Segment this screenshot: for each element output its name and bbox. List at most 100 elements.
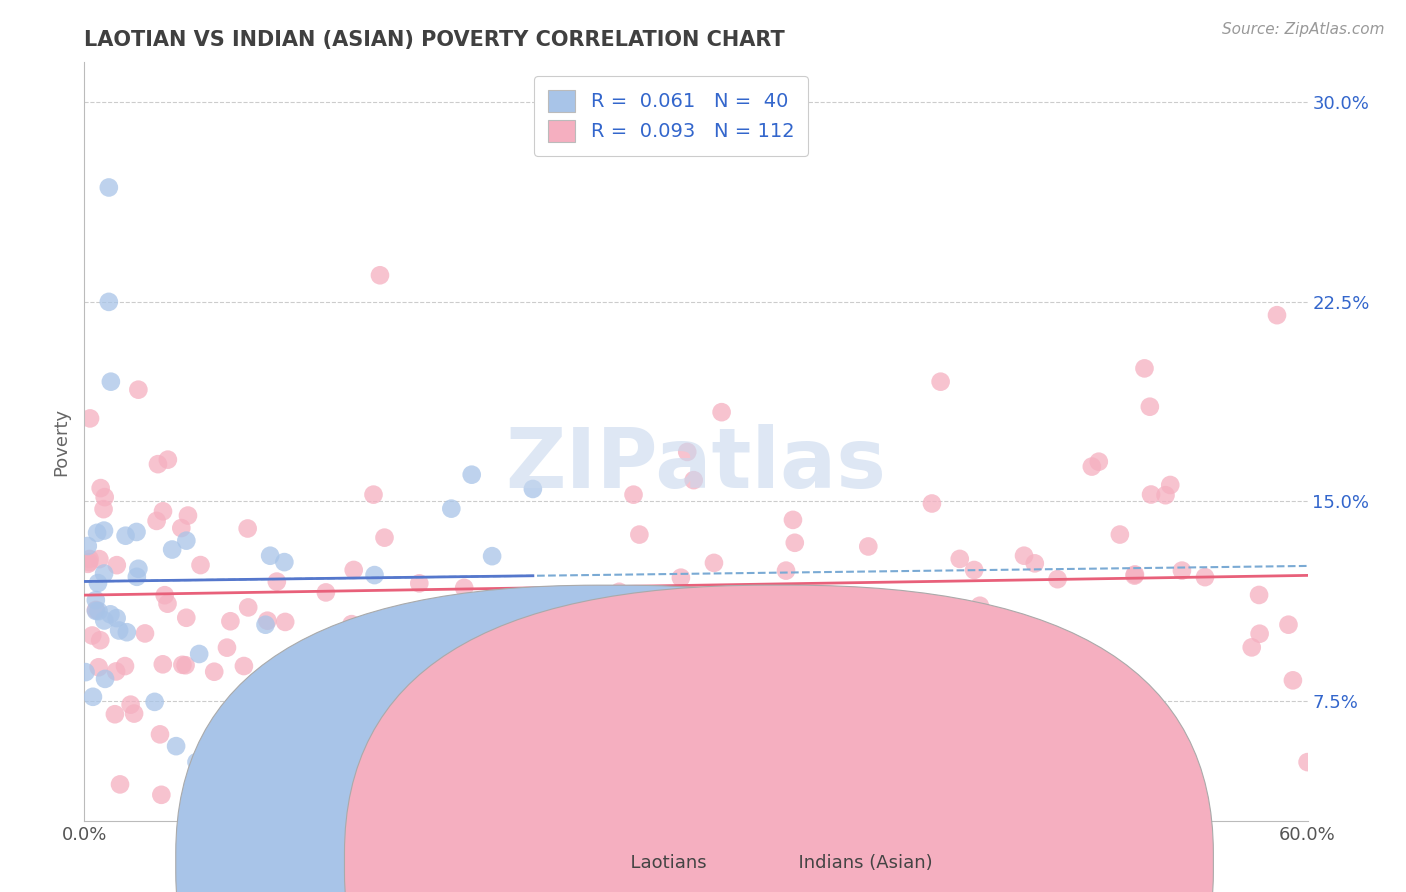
Point <box>983 669 1005 683</box>
Point <box>340 617 363 632</box>
Point <box>97 294 120 309</box>
Point <box>152 504 174 518</box>
Point <box>1277 617 1299 632</box>
Point <box>505 621 527 635</box>
Point <box>273 555 295 569</box>
Point <box>108 777 131 791</box>
Point <box>93 490 115 504</box>
Point <box>87 576 110 591</box>
Point <box>929 375 952 389</box>
Point <box>84 604 107 618</box>
Point <box>1296 755 1319 769</box>
Point <box>97 180 120 194</box>
Point <box>94 672 117 686</box>
Point <box>453 665 475 679</box>
Point <box>453 581 475 595</box>
Point <box>1194 570 1216 584</box>
Point <box>703 556 725 570</box>
Point <box>84 603 107 617</box>
Point <box>945 744 967 758</box>
Point <box>89 633 111 648</box>
Point <box>75 665 97 679</box>
Point <box>1098 722 1121 736</box>
Point <box>963 563 986 577</box>
Point <box>90 481 112 495</box>
Point <box>219 614 242 628</box>
Point <box>1033 696 1056 710</box>
Point <box>134 626 156 640</box>
Point <box>238 600 260 615</box>
Point <box>93 502 115 516</box>
Point <box>149 727 172 741</box>
Legend: R =  0.061   N =  40, R =  0.093   N = 112: R = 0.061 N = 40, R = 0.093 N = 112 <box>534 76 808 156</box>
Point <box>202 665 225 679</box>
Point <box>1140 487 1163 501</box>
Point <box>188 647 211 661</box>
Point <box>153 588 176 602</box>
Point <box>93 614 115 628</box>
Point <box>105 611 128 625</box>
Point <box>880 607 903 622</box>
Point <box>170 521 193 535</box>
Point <box>628 527 651 541</box>
Point <box>522 482 544 496</box>
Text: Source: ZipAtlas.com: Source: ZipAtlas.com <box>1222 22 1385 37</box>
Point <box>145 514 167 528</box>
Point <box>782 513 804 527</box>
Point <box>623 488 645 502</box>
Point <box>1092 719 1115 733</box>
Point <box>969 599 991 613</box>
Point <box>93 524 115 538</box>
Point <box>114 659 136 673</box>
Point <box>481 549 503 563</box>
Point <box>1108 527 1130 541</box>
Point <box>669 571 692 585</box>
Point <box>1123 567 1146 582</box>
Point <box>190 558 212 572</box>
Point <box>127 562 149 576</box>
Point <box>100 375 122 389</box>
Point <box>120 698 142 712</box>
Point <box>143 695 166 709</box>
Point <box>682 473 704 487</box>
Text: LAOTIAN VS INDIAN (ASIAN) POVERTY CORRELATION CHART: LAOTIAN VS INDIAN (ASIAN) POVERTY CORREL… <box>84 29 785 50</box>
Point <box>607 584 630 599</box>
Point <box>274 615 297 629</box>
Point <box>82 690 104 704</box>
Point <box>232 659 254 673</box>
Point <box>1133 361 1156 376</box>
Point <box>172 657 194 672</box>
Point <box>256 614 278 628</box>
Point <box>1024 557 1046 571</box>
Point <box>710 736 733 750</box>
Point <box>578 698 600 712</box>
Point <box>704 622 727 636</box>
Point <box>1046 572 1069 586</box>
Point <box>1282 673 1305 688</box>
Point <box>368 268 391 283</box>
Point <box>461 467 484 482</box>
Point <box>783 535 806 549</box>
Point <box>690 620 713 634</box>
Point <box>125 570 148 584</box>
Point <box>363 488 385 502</box>
Point <box>710 405 733 419</box>
Point <box>921 496 943 510</box>
Point <box>79 552 101 566</box>
Point <box>115 625 138 640</box>
Point <box>82 628 104 642</box>
Point <box>122 706 145 721</box>
Point <box>86 525 108 540</box>
Point <box>1265 308 1288 322</box>
Point <box>949 552 972 566</box>
Point <box>152 657 174 672</box>
Point <box>236 521 259 535</box>
Point <box>156 597 179 611</box>
Point <box>315 585 337 599</box>
Point <box>266 574 288 589</box>
Point <box>156 452 179 467</box>
Point <box>343 563 366 577</box>
Point <box>76 539 98 553</box>
Point <box>150 788 173 802</box>
Point <box>93 566 115 581</box>
